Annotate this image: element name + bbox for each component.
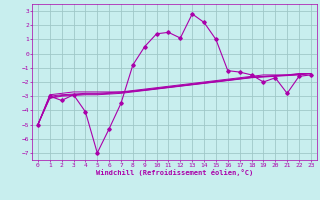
X-axis label: Windchill (Refroidissement éolien,°C): Windchill (Refroidissement éolien,°C) bbox=[96, 169, 253, 176]
